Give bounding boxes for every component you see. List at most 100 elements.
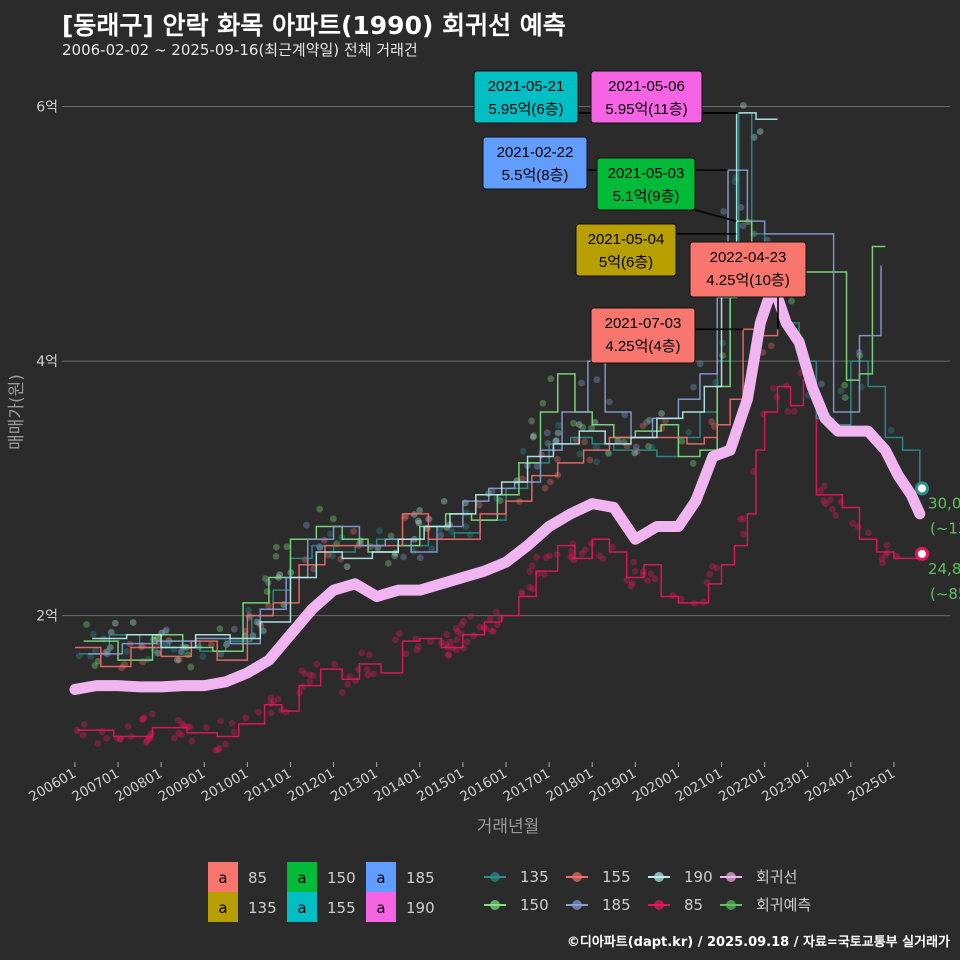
scatter-point	[884, 549, 891, 557]
scatter-point	[545, 552, 553, 560]
scatter-point	[490, 627, 497, 635]
x-axis-title: 거래년월	[477, 817, 540, 837]
scatter-point	[627, 582, 635, 590]
scatter-point	[539, 399, 547, 407]
scatter-point	[519, 475, 526, 483]
scatter-point	[579, 423, 587, 431]
scatter-point	[163, 626, 170, 634]
legend-line-dot	[654, 872, 664, 882]
annotation-price: 4.25억(4층)	[605, 338, 680, 355]
scatter-point	[212, 746, 220, 754]
scatter-point	[646, 416, 653, 424]
scatter-point	[400, 553, 407, 561]
x-tick-label: 202201	[716, 766, 769, 806]
scatter-point	[588, 424, 595, 432]
scatter-point	[356, 539, 364, 547]
x-tick-label: 202101	[673, 766, 726, 806]
scatter-point	[245, 606, 252, 614]
scatter-point	[187, 663, 195, 671]
scatter-point	[324, 551, 332, 559]
scatter-point	[460, 617, 467, 625]
scatter-point	[817, 380, 825, 388]
x-tick-label: 202401	[802, 766, 855, 806]
scatter-point	[599, 555, 607, 563]
annotation-price: 5.1억(9층)	[613, 188, 680, 205]
scatter-point	[315, 543, 323, 551]
regression-layer	[69, 279, 926, 695]
scatter-point	[350, 527, 357, 535]
legend-label-name: 185	[406, 869, 435, 887]
legend-label-name: 150	[327, 869, 356, 887]
scatter-point	[415, 519, 423, 527]
y-axis-title: 매매가(원)	[7, 374, 27, 450]
scatter-point	[631, 449, 639, 457]
legend-line-dot	[572, 900, 582, 910]
legend-label-glyph: a	[218, 869, 227, 887]
x-tick-label: 200901	[156, 766, 209, 806]
forecast-marker-135	[914, 481, 929, 496]
x-tick-label: 201101	[242, 766, 295, 806]
series-line-155	[74, 328, 779, 668]
scatter-point	[841, 394, 849, 401]
annotation-box	[575, 223, 677, 277]
scatter-point	[175, 729, 183, 737]
scatter-point	[303, 521, 310, 529]
scatter-point	[529, 433, 537, 441]
scatter-point	[437, 531, 445, 539]
chart-subtitle: 2006-02-02 ~ 2025-09-16(최근계약일) 전체 거래건	[62, 41, 418, 59]
scatter-point	[587, 540, 595, 547]
legend-label-swatch	[287, 892, 317, 922]
x-tick-label: 200601	[26, 766, 79, 806]
scatter-point	[828, 505, 836, 513]
scatter-point	[265, 602, 272, 610]
scatter-point	[79, 731, 87, 739]
scatter-point	[621, 411, 629, 419]
scatter-point	[568, 553, 576, 561]
scatter-point	[661, 417, 669, 425]
scatter-point	[306, 678, 314, 685]
scatter-point	[413, 646, 421, 654]
legend-line-dot	[726, 872, 736, 882]
scatter-point	[416, 554, 424, 562]
legend-line-name: 155	[602, 868, 631, 886]
scatter-point	[541, 484, 549, 492]
x-tick-label: 200701	[69, 766, 122, 806]
scatter-point	[261, 575, 269, 582]
scatter-point	[216, 625, 224, 633]
legend-label-glyph: a	[376, 869, 385, 887]
annotation-date: 2021-02-22	[497, 144, 574, 161]
scatter-point	[354, 666, 362, 674]
scatter-point	[272, 543, 280, 551]
scatter-point	[530, 432, 538, 440]
scatter-point	[139, 715, 147, 723]
legend-label-name: 155	[327, 899, 356, 917]
scatter-point	[592, 444, 600, 452]
x-tick-label: 201501	[414, 766, 467, 806]
scatter-point	[391, 552, 399, 560]
scatter-point	[526, 583, 533, 591]
scatter-point	[739, 222, 747, 230]
annotation-price: 5억(6층)	[599, 254, 653, 271]
annotation-price: 5.95억(11층)	[605, 101, 687, 118]
legend-line-dot	[654, 900, 664, 910]
scatter-point	[242, 714, 250, 722]
scatter-point	[605, 398, 613, 406]
annotation-date: 2021-07-03	[605, 315, 682, 332]
scatter-point	[713, 564, 721, 572]
scatter-point	[175, 656, 183, 664]
scatter-point	[343, 563, 351, 571]
scatter-point	[129, 619, 137, 626]
scatter-point	[528, 417, 536, 425]
scatter-point	[207, 641, 215, 649]
scatter-point	[329, 515, 337, 523]
scatter-point	[526, 567, 534, 575]
scatter-point	[720, 208, 728, 215]
series-line-190	[92, 112, 778, 649]
scatter-point	[272, 552, 280, 560]
scatter-point	[554, 429, 562, 437]
legend-label-swatch	[366, 862, 396, 892]
x-tick-label: 200801	[113, 766, 166, 806]
scatter-point	[326, 530, 334, 538]
scatter-point	[329, 552, 337, 560]
